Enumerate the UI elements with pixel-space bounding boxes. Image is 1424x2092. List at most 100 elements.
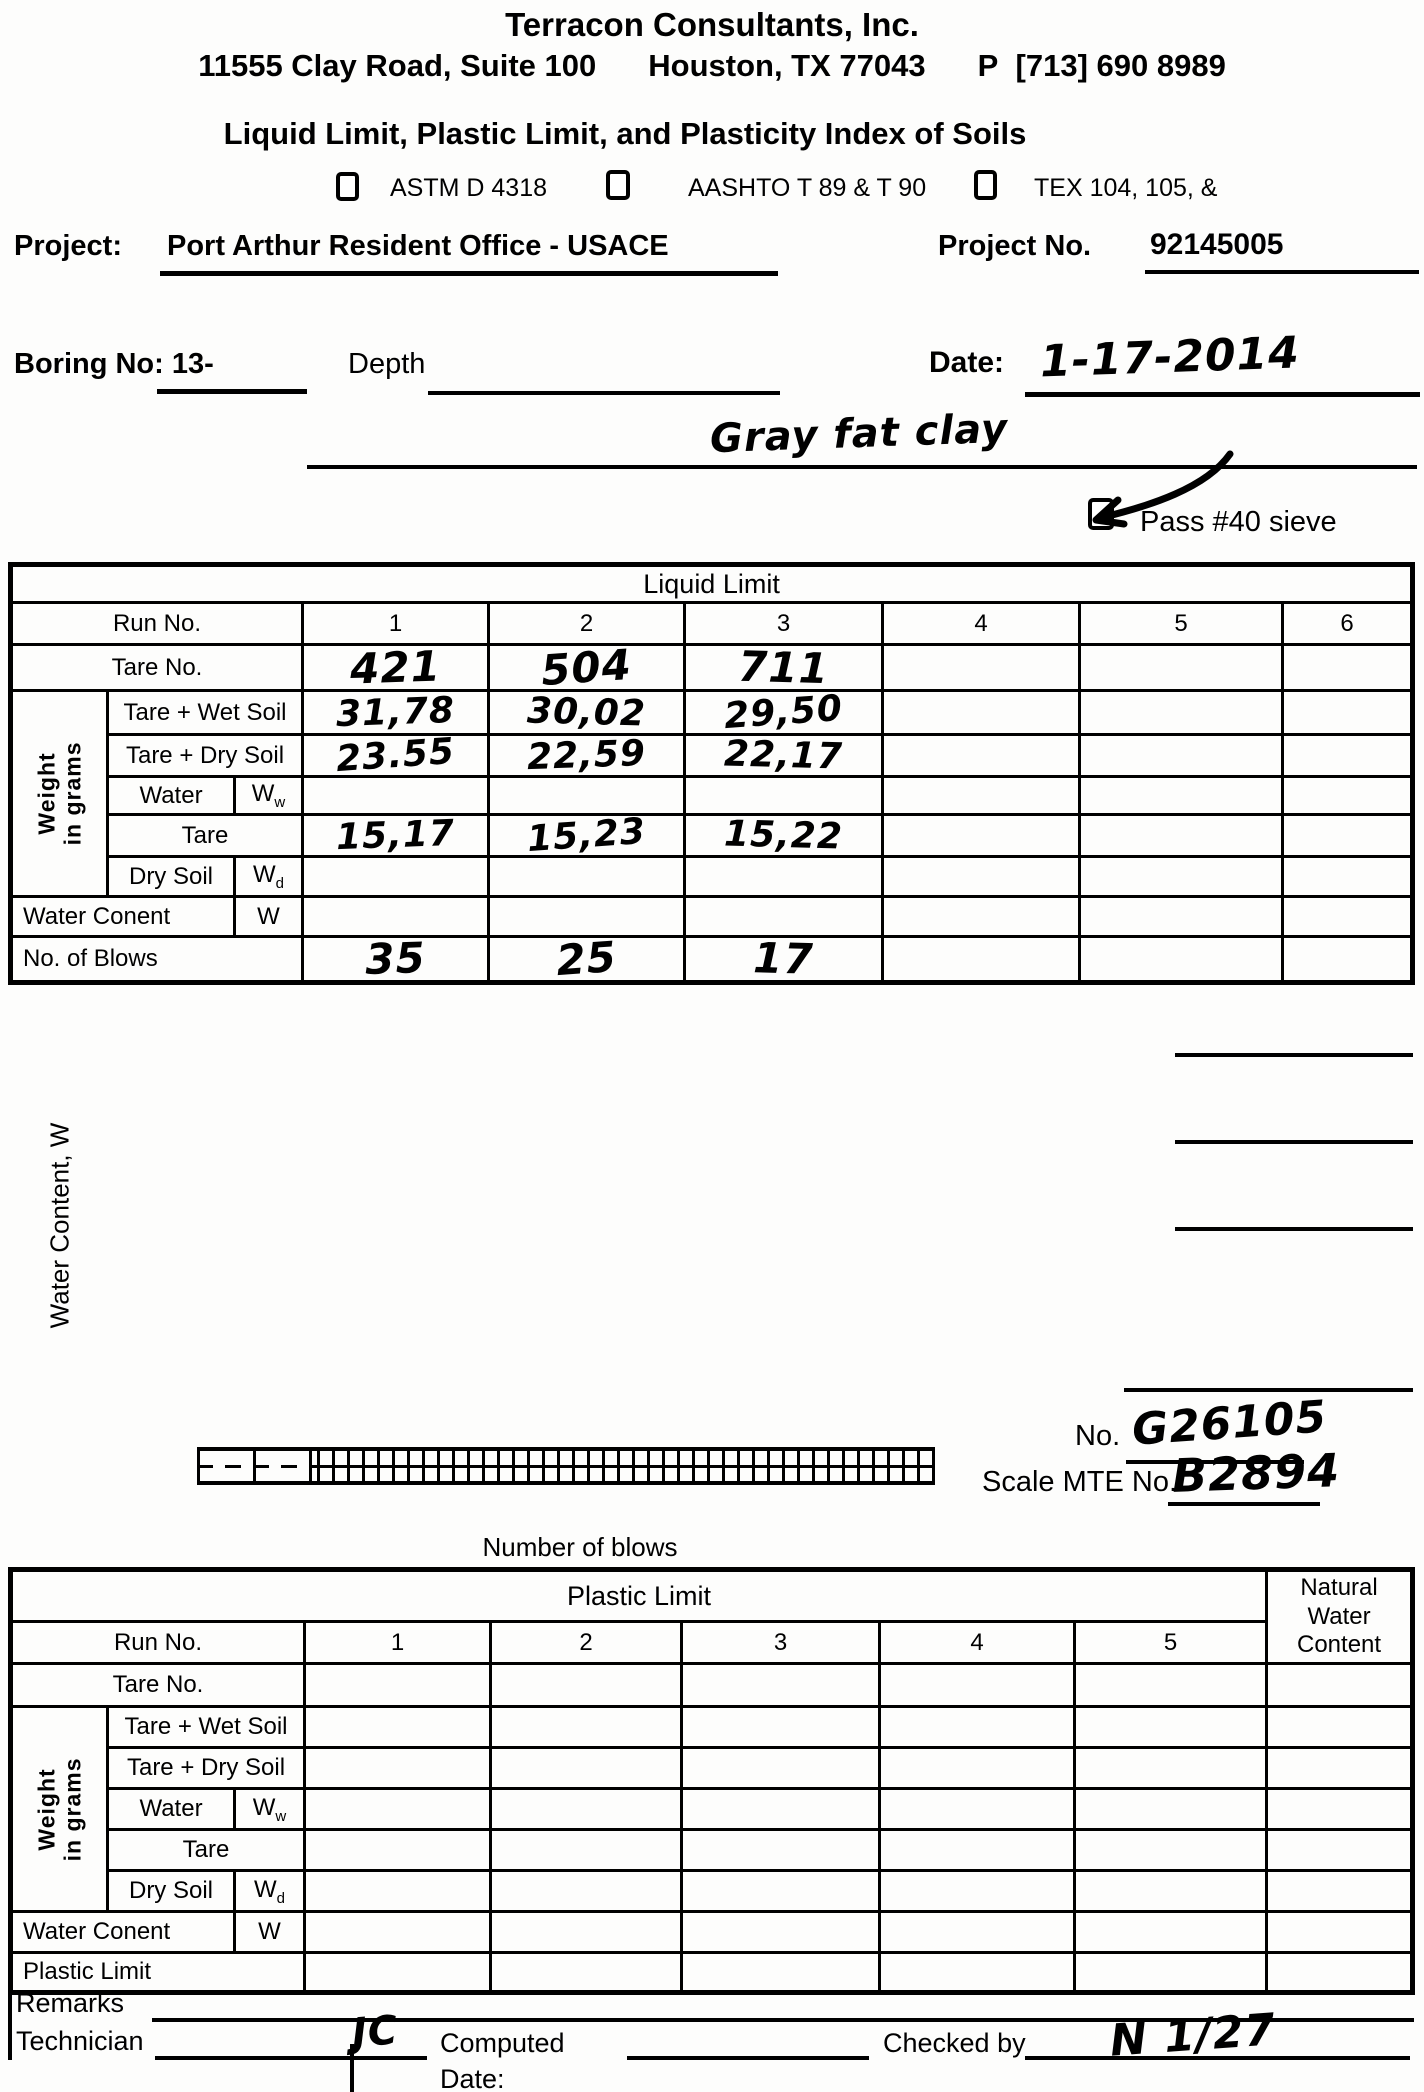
pl-cell	[489, 1746, 683, 1790]
pl-cell	[1072, 1746, 1269, 1790]
pl-cell	[1072, 1869, 1269, 1913]
pl-cell	[489, 1951, 683, 1994]
ll-tare-wet-label: Tare + Wet Soil	[106, 689, 304, 736]
computed-underline	[627, 2056, 869, 2060]
ll-cell	[1280, 813, 1415, 858]
ll-run-3: 3	[683, 601, 884, 646]
footer-left-border	[8, 1990, 12, 2060]
date-handwritten: 1-17-2014	[1039, 327, 1301, 388]
ll-weight-group: Weight in grams	[9, 689, 109, 898]
ll-dry-soil-label: Dry Soil	[106, 855, 236, 898]
ll-cell	[301, 855, 490, 898]
technician-initials-handwritten: JC	[350, 2007, 400, 2057]
depth-underline	[428, 391, 780, 395]
technician-label: Technician	[16, 2026, 144, 2056]
ll-water-content-symbol: W	[233, 895, 304, 938]
ll-tare-dry-label: Tare + Dry Soil	[106, 733, 304, 778]
sample-description-handwritten: Gray fat clay	[709, 405, 1009, 463]
ll-cell	[881, 689, 1081, 736]
ll-run-1: 1	[301, 601, 490, 646]
project-no-label: Project No.	[938, 230, 1092, 262]
pl-cell	[303, 1705, 492, 1749]
ll-cell	[301, 895, 490, 938]
pl-cell	[878, 1869, 1076, 1913]
pl-plastic-limit-label: Plastic Limit	[9, 1951, 306, 1994]
description-underline	[307, 465, 1417, 469]
pl-cell	[878, 1705, 1076, 1749]
checked-by-signature-handwritten: N 1/27	[1108, 2004, 1278, 2067]
pl-cell	[1265, 1910, 1415, 1954]
pl-cell	[303, 1869, 492, 1913]
pl-cell	[1072, 1910, 1269, 1954]
ll-cell	[1280, 895, 1415, 938]
pl-water-symbol: Ww	[233, 1787, 306, 1831]
y-axis-label-wrap: Water Content, W	[40, 1095, 80, 1355]
ll-cell	[487, 775, 686, 816]
ll-cell	[881, 643, 1081, 692]
pl-cell	[1072, 1787, 1269, 1831]
ll-cell	[1078, 643, 1284, 692]
pl-run-5: 5	[1072, 1620, 1269, 1665]
ll-cell: 25	[487, 932, 686, 985]
pl-title: Plastic Limit	[8, 1568, 1269, 1623]
ll-cell	[881, 775, 1081, 816]
ll-tare-no-label: Tare No.	[9, 643, 304, 692]
pl-cell	[303, 1662, 492, 1708]
computed-label: Computed	[440, 2028, 565, 2058]
depth-label: Depth	[348, 348, 426, 380]
ll-cell: 504	[487, 639, 686, 695]
device-no-label: No.	[1075, 1420, 1121, 1452]
standard-aashto-label: AASHTO T 89 & T 90	[688, 174, 927, 202]
ll-cell	[881, 733, 1081, 778]
ll-cell: 22,17	[683, 733, 884, 778]
pl-cell	[878, 1746, 1076, 1790]
ll-cell: 22,59	[487, 732, 686, 778]
pl-cell	[680, 1951, 881, 1994]
plastic-limit-table: Plastic Limit Natural Water Content Run …	[8, 1567, 1416, 1995]
ll-cell	[881, 813, 1081, 858]
project-label: Project:	[14, 230, 122, 262]
ll-cell	[301, 775, 490, 816]
form-title: Liquid Limit, Plastic Limit, and Plastic…	[223, 116, 1027, 151]
date-label: Date:	[929, 346, 1005, 379]
standard-astm-label: ASTM D 4318	[390, 174, 548, 202]
scale-mte-handwritten: B2894	[1171, 1443, 1341, 1503]
pl-cell	[489, 1910, 683, 1954]
ll-cell	[683, 895, 884, 938]
pl-natural-water-label: Natural Water Content	[1265, 1568, 1415, 1665]
remarks-label: Remarks	[16, 1988, 125, 2018]
ll-cell	[683, 855, 884, 898]
boring-no-label: Boring No: 13-	[14, 348, 214, 380]
ll-cell: 23.55	[301, 730, 490, 780]
boring-no-underline	[157, 389, 307, 394]
city: Houston, TX 77043	[648, 48, 926, 83]
project-no-value: 92145005	[1150, 228, 1284, 261]
pl-cell	[878, 1951, 1076, 1994]
pl-cell	[680, 1869, 881, 1913]
ll-cell	[1280, 643, 1415, 692]
blows-axis-ruler-left	[197, 1451, 315, 1481]
pl-tare-dry-label: Tare + Dry Soil	[106, 1746, 306, 1790]
ll-cell	[1280, 689, 1415, 736]
ll-run-2: 2	[487, 601, 686, 646]
pl-tare-wet-label: Tare + Wet Soil	[106, 1705, 306, 1749]
pl-water-content-label: Water Conent	[9, 1910, 236, 1954]
x-axis-label: Number of blows	[482, 1532, 678, 1562]
pl-dry-soil-symbol: Wd	[233, 1869, 306, 1913]
pl-cell	[303, 1746, 492, 1790]
pl-cell	[680, 1662, 881, 1708]
date-underline	[1025, 392, 1420, 397]
pl-cell	[1265, 1828, 1415, 1872]
ll-cell	[1280, 935, 1415, 984]
pl-cell	[303, 1828, 492, 1872]
ll-cell: 15,17	[301, 812, 490, 858]
pl-cell	[878, 1910, 1076, 1954]
pl-cell	[303, 1910, 492, 1954]
ll-cell	[1078, 935, 1284, 984]
pl-cell	[1072, 1951, 1269, 1994]
pl-cell	[489, 1869, 683, 1913]
ll-cell: 711	[683, 641, 884, 693]
computed-date-label: Date:	[440, 2064, 505, 2092]
checkbox-tex	[974, 170, 997, 200]
